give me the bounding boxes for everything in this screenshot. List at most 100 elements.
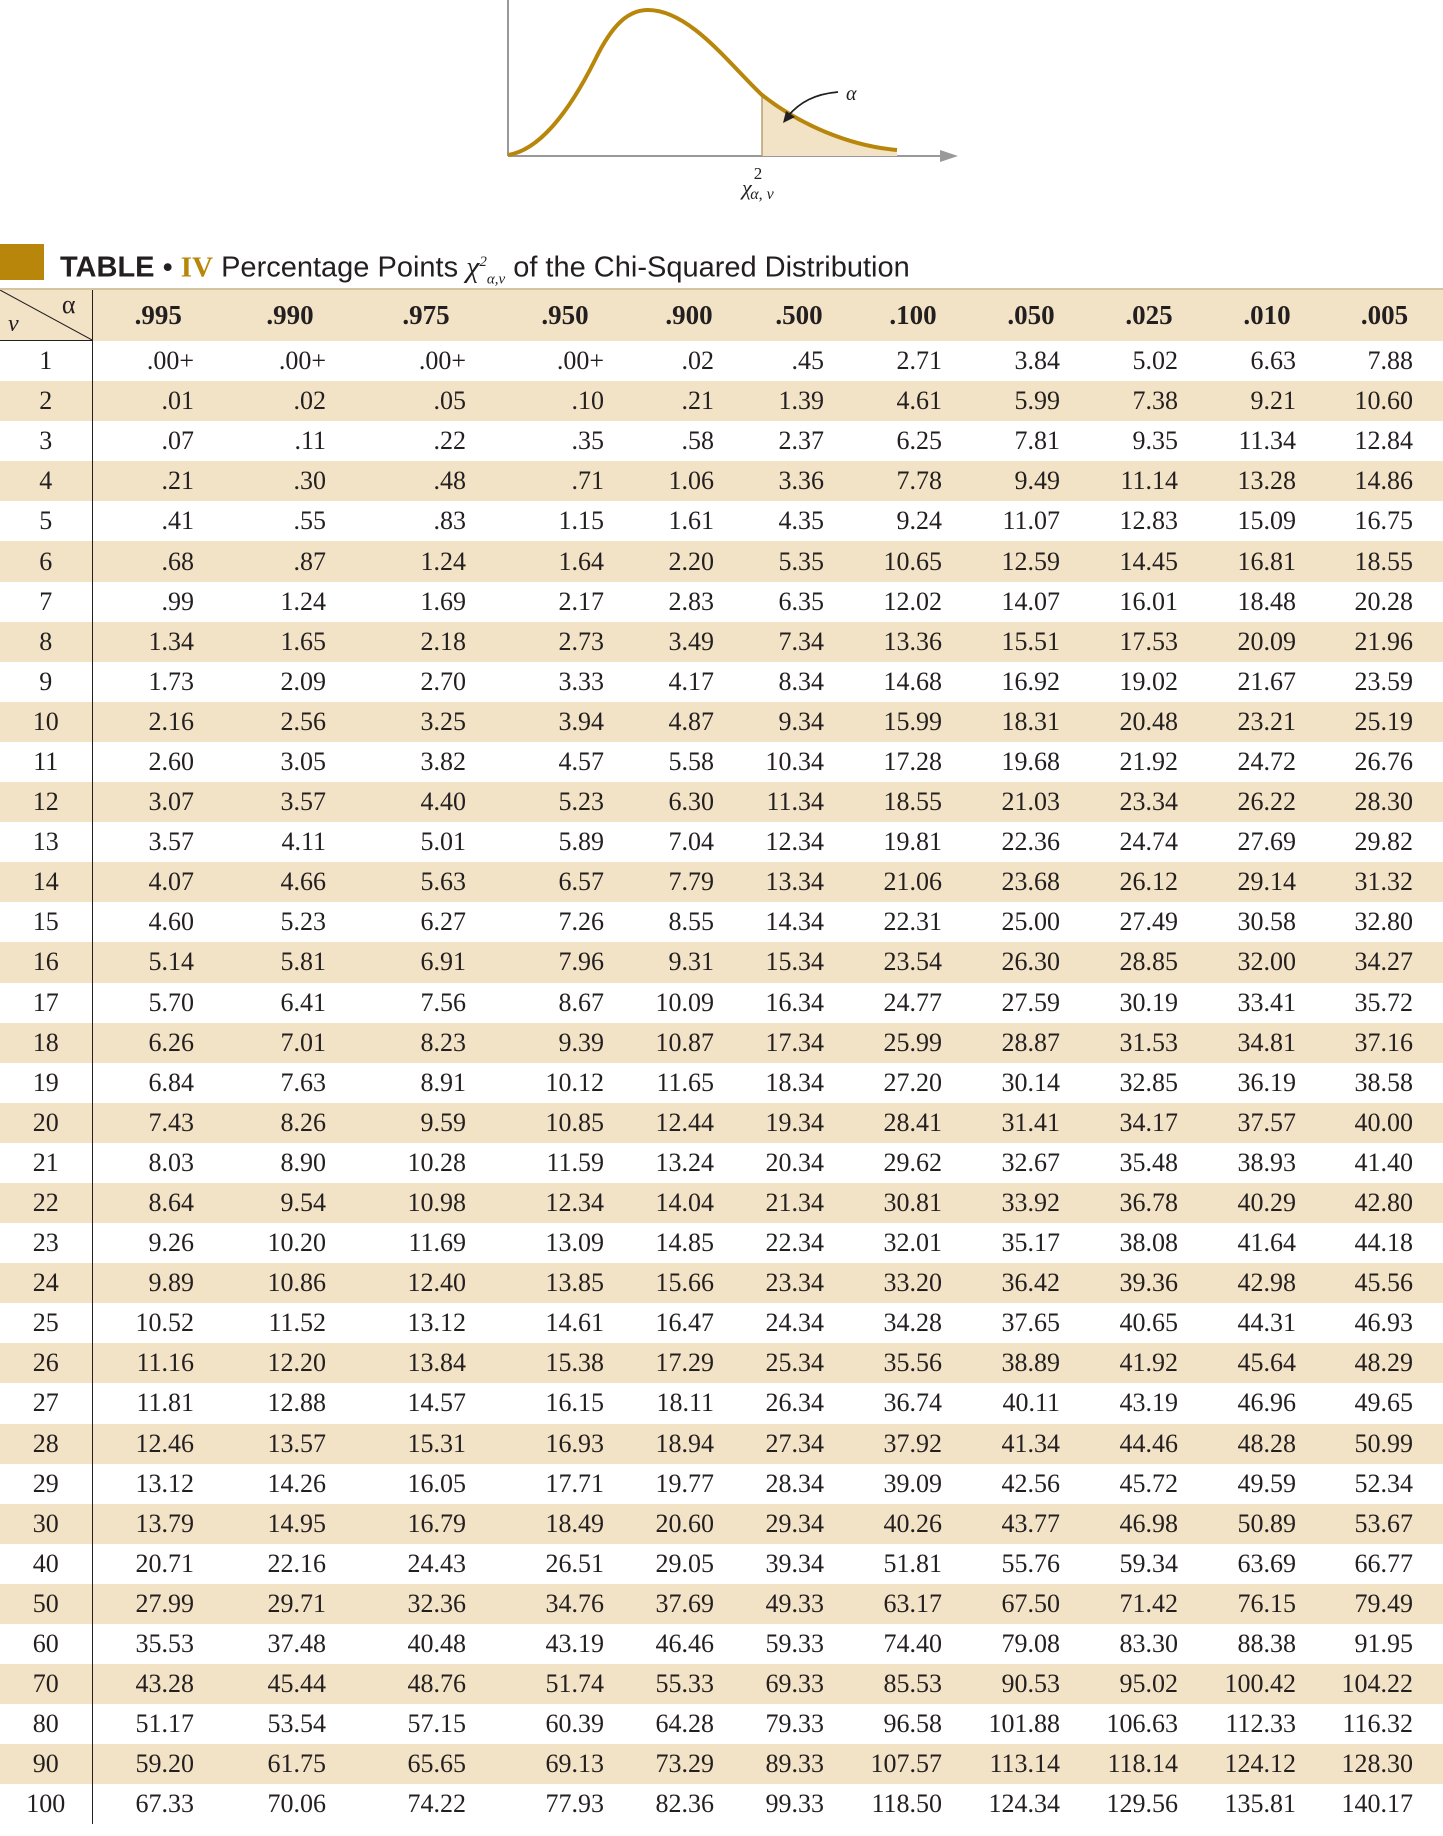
- percentage-point-cell: 40.26: [883, 1508, 943, 1538]
- degrees-of-freedom-cell: 50: [0, 1583, 93, 1624]
- percentage-point-cell: 20.48: [1119, 706, 1179, 736]
- percentage-point-cell: 14.34: [765, 907, 825, 937]
- percentage-point-cell: 14.04: [655, 1188, 715, 1218]
- percentage-point-cell: 10.34: [765, 746, 825, 776]
- percentage-point-cell: 59.34: [1119, 1548, 1179, 1578]
- percentage-point-cell: 45.72: [1119, 1468, 1179, 1498]
- percentage-point-cell: 46.93: [1354, 1308, 1414, 1338]
- percentage-point-cell: 6.63: [1250, 345, 1297, 375]
- percentage-point-cell: 7.38: [1132, 386, 1179, 416]
- percentage-point-cell: 8.91: [420, 1067, 467, 1097]
- table-row: 70 43.28 45.44 48.76 51.74 55.33 69.33 85.53 90.…: [0, 1664, 1443, 1705]
- table-row: 10 2.16 2.56 3.25 3.94 4.87 9.34 15.99 18.31 20.4…: [0, 701, 1443, 742]
- percentage-point-cell: 12.83: [1119, 506, 1179, 536]
- percentage-point-cell: 23.21: [1237, 706, 1297, 736]
- percentage-point-cell: 41.40: [1354, 1147, 1414, 1177]
- table-row: 80 51.17 53.54 57.15 60.39 64.28 79.33 96.58 101…: [0, 1704, 1443, 1745]
- percentage-point-cell: 82.36: [655, 1789, 715, 1819]
- percentage-point-cell: 5.70: [148, 987, 195, 1017]
- percentage-point-cell: .00+: [278, 345, 326, 375]
- percentage-point-cell: 7.01: [280, 1027, 327, 1057]
- percentage-point-cell: 12.88: [267, 1388, 327, 1418]
- percentage-point-cell: 4.17: [668, 666, 715, 696]
- percentage-point-cell: 57.15: [407, 1709, 467, 1739]
- percentage-point-cell: 18.55: [883, 787, 943, 817]
- percentage-point-cell: .68: [161, 546, 195, 576]
- percentage-point-cell: 29.14: [1237, 867, 1297, 897]
- percentage-point-cell: 2.37: [778, 426, 825, 456]
- table-row: 14 4.07 4.66 5.63 6.57 7.79 13.34 21.06 23.68 26.…: [0, 862, 1443, 903]
- degrees-of-freedom-cell: 16: [0, 942, 93, 983]
- percentage-point-cell: 21.34: [765, 1188, 825, 1218]
- column-header-alpha: .900: [665, 299, 713, 330]
- percentage-point-cell: 21.96: [1354, 626, 1414, 656]
- percentage-point-cell: 7.34: [778, 626, 825, 656]
- percentage-point-cell: 1.65: [280, 626, 327, 656]
- percentage-point-cell: .55: [293, 506, 327, 536]
- critical-value-label: χ2 α, ν: [740, 164, 775, 203]
- percentage-point-cell: 10.20: [267, 1228, 327, 1258]
- percentage-point-cell: 34.17: [1119, 1107, 1179, 1137]
- degrees-of-freedom-cell: 17: [0, 982, 93, 1023]
- percentage-point-cell: 29.62: [883, 1147, 943, 1177]
- percentage-point-cell: 16.15: [545, 1388, 605, 1418]
- percentage-point-cell: 28.41: [883, 1107, 943, 1137]
- degrees-of-freedom-cell: 1: [0, 340, 93, 382]
- percentage-point-cell: 32.80: [1354, 907, 1414, 937]
- percentage-point-cell: 15.51: [1001, 626, 1061, 656]
- percentage-point-cell: 18.48: [1237, 586, 1297, 616]
- percentage-point-cell: .71: [571, 466, 605, 496]
- chi-squared-table: α ν .995.990.975.950.900.500.100.050.025…: [0, 288, 1443, 1825]
- percentage-point-cell: 43.19: [545, 1629, 605, 1659]
- percentage-point-cell: 4.11: [281, 827, 326, 857]
- percentage-point-cell: 24.74: [1119, 827, 1179, 857]
- percentage-point-cell: 55.33: [655, 1669, 715, 1699]
- percentage-point-cell: 7.81: [1014, 426, 1061, 456]
- percentage-point-cell: 36.74: [883, 1388, 943, 1418]
- percentage-point-cell: 15.34: [765, 947, 825, 977]
- percentage-point-cell: 22.31: [883, 907, 943, 937]
- percentage-point-cell: 12.20: [267, 1348, 327, 1378]
- percentage-point-cell: 2.60: [148, 746, 195, 776]
- percentage-point-cell: 50.99: [1354, 1428, 1414, 1458]
- percentage-point-cell: 38.89: [1001, 1348, 1061, 1378]
- degrees-of-freedom-cell: 8: [0, 621, 93, 662]
- table-row: 15 4.60 5.23 6.27 7.26 8.55 14.34 22.31 25.00 27.…: [0, 902, 1443, 943]
- percentage-point-cell: 25.19: [1354, 706, 1414, 736]
- percentage-point-cell: 4.66: [280, 867, 327, 897]
- percentage-point-cell: 59.20: [135, 1749, 195, 1779]
- percentage-point-cell: .02: [293, 386, 327, 416]
- degrees-of-freedom-cell: 14: [0, 862, 93, 903]
- x-axis-arrowhead: [940, 150, 958, 162]
- percentage-point-cell: 14.26: [267, 1468, 327, 1498]
- percentage-point-cell: 5.14: [148, 947, 195, 977]
- percentage-point-cell: 37.65: [1001, 1308, 1061, 1338]
- percentage-point-cell: 53.54: [267, 1709, 327, 1739]
- degrees-of-freedom-cell: 10: [0, 701, 93, 742]
- degrees-of-freedom-cell: 100: [0, 1784, 93, 1825]
- percentage-point-cell: 6.41: [280, 987, 327, 1017]
- percentage-point-cell: 6.35: [778, 586, 825, 616]
- percentage-point-cell: 116.32: [1342, 1709, 1413, 1739]
- percentage-point-cell: 43.19: [1119, 1388, 1179, 1418]
- percentage-point-cell: 59.33: [765, 1629, 825, 1659]
- percentage-point-cell: 3.82: [420, 746, 467, 776]
- percentage-point-cell: 5.23: [280, 907, 327, 937]
- percentage-point-cell: 27.69: [1237, 827, 1297, 857]
- percentage-point-cell: 13.36: [883, 626, 943, 656]
- percentage-point-cell: 20.28: [1354, 586, 1414, 616]
- percentage-point-cell: 4.87: [668, 706, 715, 736]
- alpha-pointer-arrow: [787, 91, 839, 117]
- percentage-point-cell: 30.19: [1119, 987, 1179, 1017]
- percentage-point-cell: 13.09: [545, 1228, 605, 1258]
- percentage-point-cell: 34.28: [883, 1308, 943, 1338]
- percentage-point-cell: 40.11: [1002, 1388, 1060, 1418]
- percentage-point-cell: 2.73: [558, 626, 605, 656]
- percentage-point-cell: 10.98: [407, 1188, 467, 1218]
- percentage-point-cell: 28.85: [1119, 947, 1179, 977]
- percentage-point-cell: 32.67: [1001, 1147, 1061, 1177]
- percentage-point-cell: 51.17: [135, 1709, 195, 1739]
- percentage-point-cell: 89.33: [765, 1749, 825, 1779]
- degrees-of-freedom-cell: 29: [0, 1463, 93, 1504]
- percentage-point-cell: 13.24: [655, 1147, 715, 1177]
